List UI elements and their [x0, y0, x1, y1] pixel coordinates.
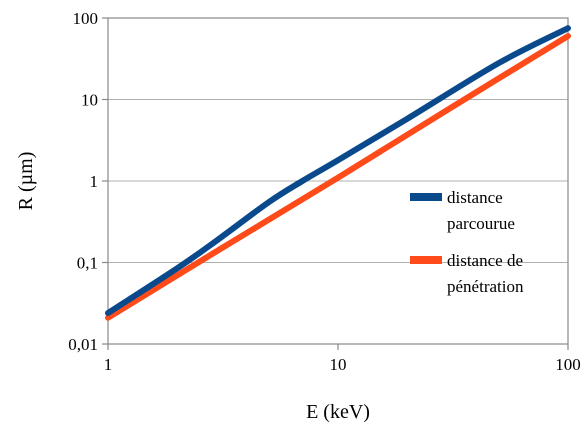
legend-swatch: [410, 256, 442, 264]
x-tick-label: 10: [330, 355, 347, 374]
series-line-distance-penetration: [105, 33, 571, 321]
x-axis-label: E (keV): [306, 401, 370, 423]
x-tick-label: 1: [104, 355, 113, 374]
legend: distance parcourue distance de pénétration: [410, 188, 524, 296]
y-tick-labels: 0,01 0,1 1 10 100: [68, 9, 98, 354]
tick-marks: [102, 17, 569, 350]
x-tick-labels: 1 10 100: [104, 355, 581, 374]
x-tick-label: 100: [555, 355, 581, 374]
y-axis-label: R (µm): [15, 152, 37, 211]
y-tick-label: 100: [73, 9, 99, 28]
legend-label: distance de: [447, 251, 523, 270]
y-tick-label: 1: [90, 172, 99, 191]
legend-label: parcourue: [447, 214, 515, 233]
legend-item-distance-parcourue: distance parcourue: [410, 188, 515, 233]
legend-swatch: [410, 193, 442, 201]
legend-label: pénétration: [447, 277, 524, 296]
legend-label: distance: [447, 188, 503, 207]
series-line-distance-parcourue: [105, 25, 571, 317]
series-lines: [105, 25, 571, 321]
y-tick-label: 10: [81, 91, 98, 110]
legend-item-distance-penetration: distance de pénétration: [410, 251, 524, 296]
y-tick-label: 0,1: [77, 254, 98, 273]
y-tick-label: 0,01: [68, 335, 98, 354]
